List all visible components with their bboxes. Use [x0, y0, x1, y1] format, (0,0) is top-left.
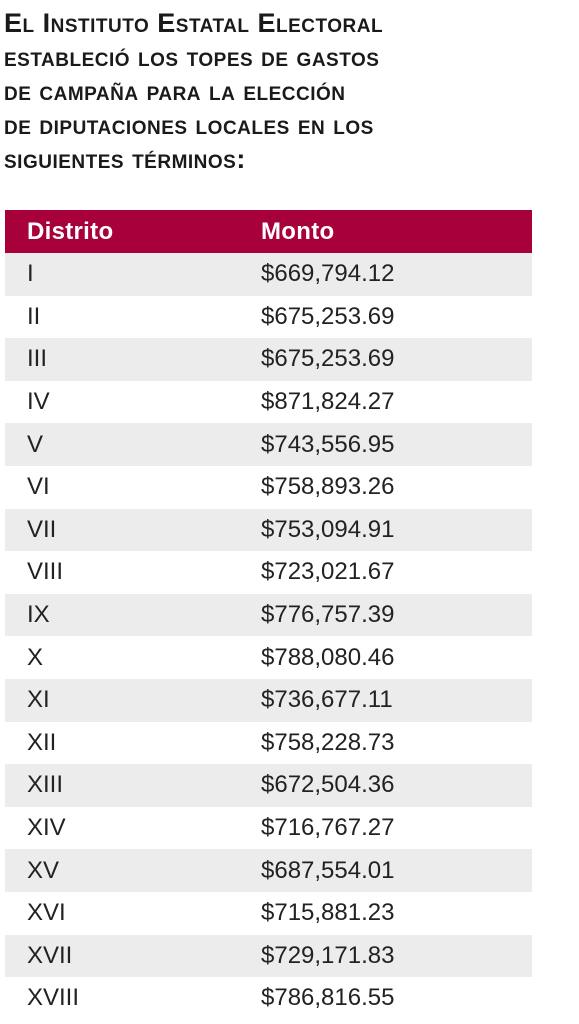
heading-line: de diputaciones locales en los [4, 110, 374, 140]
monto-cell: $729,171.83 [261, 941, 395, 969]
distrito-cell: V [27, 430, 44, 458]
monto-cell: $788,080.46 [261, 643, 395, 671]
monto-cell: $786,816.55 [261, 984, 395, 1012]
distrito-cell: XIII [27, 771, 64, 799]
distrito-cell: III [27, 345, 48, 373]
monto-cell: $753,094.91 [261, 515, 395, 543]
table-row: XVIII $786,816.55 [5, 977, 532, 1020]
distrito-cell: I [27, 260, 34, 288]
table-header: Distrito Monto [5, 210, 532, 253]
table-row: XVI $715,881.23 [5, 892, 532, 935]
heading-line: siguientes términos: [4, 144, 246, 174]
table-row: XIV $716,767.27 [5, 807, 532, 850]
monto-cell: $758,228.73 [261, 728, 395, 756]
distrito-cell: XIV [27, 814, 66, 842]
table-row: III $675,253.69 [5, 338, 532, 381]
monto-cell: $723,021.67 [261, 558, 395, 586]
distrito-cell: XV [27, 856, 60, 884]
table-row: XVII $729,171.83 [5, 934, 532, 978]
distrito-cell: XVIII [27, 984, 80, 1012]
page-heading: El Instituto Estatal Electoral estableci… [4, 6, 564, 176]
table-row: XII $758,228.73 [5, 722, 532, 765]
distrito-cell: VI [27, 473, 50, 501]
campaign-spending-table: Distrito Monto I $669,794.12 II $675,253.69… [5, 210, 532, 1020]
heading-line: de campaña para la elección [4, 76, 346, 106]
table-row: VIII $723,021.67 [5, 551, 532, 594]
monto-cell: $715,881.23 [261, 899, 395, 927]
table-row: I $669,794.12 [5, 253, 532, 296]
distrito-cell: XVII [27, 941, 73, 969]
monto-cell: $675,253.69 [261, 345, 395, 373]
distrito-cell: VIII [27, 558, 64, 586]
table-row: XI $736,677.11 [5, 678, 532, 722]
column-header-monto: Monto [261, 217, 335, 245]
distrito-cell: VII [27, 515, 57, 543]
distrito-cell: XVI [27, 899, 66, 927]
table-row: IV $871,824.27 [5, 381, 532, 424]
monto-cell: $736,677.11 [261, 686, 393, 714]
distrito-cell: XI [27, 686, 50, 714]
column-header-distrito: Distrito [27, 217, 114, 245]
monto-cell: $669,794.12 [261, 260, 395, 288]
table-row: V $743,556.95 [5, 423, 532, 466]
table-row: VII $753,094.91 [5, 508, 532, 552]
monto-cell: $672,504.36 [261, 771, 395, 799]
distrito-cell: X [27, 643, 44, 671]
monto-cell: $871,824.27 [261, 388, 395, 416]
monto-cell: $687,554.01 [261, 856, 395, 884]
monto-cell: $743,556.95 [261, 430, 395, 458]
table-row: XV $687,554.01 [5, 849, 532, 892]
table-body: I $669,794.12 II $675,253.69 III $675,253.69 I… [5, 253, 532, 1020]
distrito-cell: IV [27, 388, 50, 416]
monto-cell: $758,893.26 [261, 473, 395, 501]
table-row: X $788,080.46 [5, 636, 532, 679]
monto-cell: $776,757.39 [261, 601, 395, 629]
monto-cell: $716,767.27 [261, 814, 395, 842]
table-row: XIII $672,504.36 [5, 764, 532, 807]
heading-line: estableció los topes de gastos [4, 42, 380, 72]
distrito-cell: IX [27, 601, 50, 629]
distrito-cell: XII [27, 728, 57, 756]
table-row: IX $776,757.39 [5, 593, 532, 637]
heading-line: El Instituto Estatal Electoral [4, 8, 384, 38]
distrito-cell: II [27, 302, 41, 330]
table-row: VI $758,893.26 [5, 466, 532, 509]
table-row: II $675,253.69 [5, 296, 532, 339]
monto-cell: $675,253.69 [261, 302, 395, 330]
